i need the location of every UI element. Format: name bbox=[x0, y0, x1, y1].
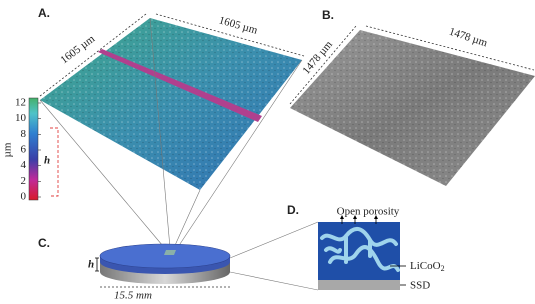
height-bracket bbox=[50, 127, 59, 197]
projection-line bbox=[39, 99, 169, 253]
surface-texture bbox=[40, 18, 302, 190]
height-marker bbox=[95, 257, 99, 272]
colorbar-tick-label: 0 bbox=[21, 191, 27, 203]
porosity-label: Open porosity bbox=[337, 206, 400, 218]
colorbar-tick-label: 10 bbox=[15, 112, 27, 124]
panel-label: A. bbox=[38, 6, 50, 20]
formula: LiCoO bbox=[410, 260, 441, 272]
dimension: 1605 µm bbox=[217, 14, 259, 37]
projection-line bbox=[175, 59, 303, 251]
colorbar-tick-label: 2 bbox=[21, 175, 27, 187]
pores bbox=[320, 227, 400, 272]
zoom-line bbox=[229, 221, 319, 259]
colorbar-unit: µm bbox=[2, 142, 14, 157]
dimension-line bbox=[155, 13, 305, 57]
colorbar-tick-label: 4 bbox=[21, 159, 27, 171]
colorbar-tick-label: 8 bbox=[21, 128, 27, 140]
disk-top bbox=[99, 243, 231, 269]
surface-texture bbox=[290, 30, 535, 186]
colorbar-tick-label: 12 bbox=[15, 97, 26, 109]
height-label: h bbox=[88, 259, 94, 271]
formula-sub: 2 bbox=[441, 264, 445, 273]
panel-label: D. bbox=[287, 203, 299, 217]
ssd-layer bbox=[318, 280, 400, 290]
projection-line bbox=[171, 189, 201, 253]
colorbar-tick-label: 6 bbox=[21, 144, 27, 156]
zoom-line bbox=[229, 271, 319, 291]
dimension-line bbox=[289, 25, 357, 105]
scan-area bbox=[164, 250, 176, 255]
panel-label: B. bbox=[322, 8, 334, 22]
dimension: 1605 µm bbox=[58, 33, 97, 67]
layer-label: LiCoO2 bbox=[410, 260, 445, 273]
layer-label: SSD bbox=[410, 280, 430, 292]
colorbar bbox=[28, 97, 39, 201]
dimension-line bbox=[365, 25, 535, 71]
arrowheads bbox=[340, 215, 378, 219]
height-label: h bbox=[44, 155, 50, 167]
dimension: 1478 µm bbox=[447, 26, 489, 50]
stripe bbox=[98, 49, 262, 122]
diameter: 15.5 mm bbox=[114, 290, 152, 302]
panel-label: C. bbox=[38, 236, 50, 250]
projection-line bbox=[149, 17, 171, 249]
